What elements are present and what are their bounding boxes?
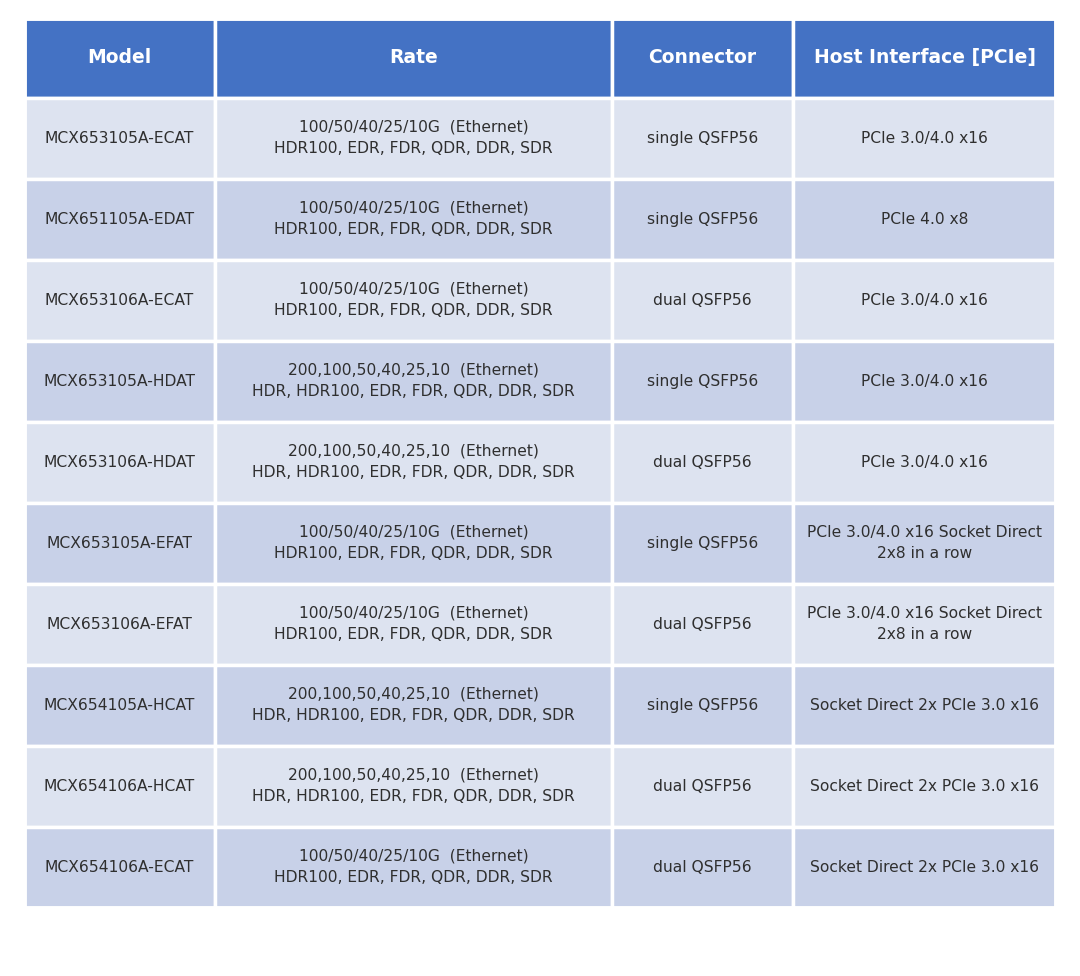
FancyBboxPatch shape <box>793 827 1056 908</box>
FancyBboxPatch shape <box>215 665 612 746</box>
Text: MCX653106A-EFAT: MCX653106A-EFAT <box>46 617 192 631</box>
Text: Connector: Connector <box>649 48 757 67</box>
FancyBboxPatch shape <box>793 98 1056 179</box>
FancyBboxPatch shape <box>215 18 612 98</box>
Text: single QSFP56: single QSFP56 <box>647 212 758 226</box>
Text: single QSFP56: single QSFP56 <box>647 374 758 388</box>
Text: PCIe 3.0/4.0 x16: PCIe 3.0/4.0 x16 <box>861 455 988 469</box>
FancyBboxPatch shape <box>24 665 215 746</box>
FancyBboxPatch shape <box>24 18 215 98</box>
FancyBboxPatch shape <box>612 422 793 503</box>
Text: dual QSFP56: dual QSFP56 <box>653 860 752 874</box>
Text: 100/50/40/25/10G  (Ethernet)
HDR100, EDR, FDR, QDR, DDR, SDR: 100/50/40/25/10G (Ethernet) HDR100, EDR,… <box>274 120 553 156</box>
Text: PCIe 4.0 x8: PCIe 4.0 x8 <box>881 212 969 226</box>
Text: 100/50/40/25/10G  (Ethernet)
HDR100, EDR, FDR, QDR, DDR, SDR: 100/50/40/25/10G (Ethernet) HDR100, EDR,… <box>274 849 553 885</box>
FancyBboxPatch shape <box>612 341 793 422</box>
FancyBboxPatch shape <box>24 503 215 584</box>
Text: MCX653106A-ECAT: MCX653106A-ECAT <box>44 293 194 307</box>
Text: MCX653105A-EFAT: MCX653105A-EFAT <box>46 536 192 550</box>
Text: 200,100,50,40,25,10  (Ethernet)
HDR, HDR100, EDR, FDR, QDR, DDR, SDR: 200,100,50,40,25,10 (Ethernet) HDR, HDR1… <box>252 363 575 399</box>
FancyBboxPatch shape <box>612 98 793 179</box>
Text: Model: Model <box>87 48 151 67</box>
Text: dual QSFP56: dual QSFP56 <box>653 617 752 631</box>
FancyBboxPatch shape <box>215 341 612 422</box>
FancyBboxPatch shape <box>612 503 793 584</box>
Text: MCX651105A-EDAT: MCX651105A-EDAT <box>44 212 194 226</box>
FancyBboxPatch shape <box>215 584 612 665</box>
FancyBboxPatch shape <box>24 260 215 341</box>
Text: 100/50/40/25/10G  (Ethernet)
HDR100, EDR, FDR, QDR, DDR, SDR: 100/50/40/25/10G (Ethernet) HDR100, EDR,… <box>274 606 553 642</box>
FancyBboxPatch shape <box>793 584 1056 665</box>
FancyBboxPatch shape <box>215 179 612 260</box>
Text: 200,100,50,40,25,10  (Ethernet)
HDR, HDR100, EDR, FDR, QDR, DDR, SDR: 200,100,50,40,25,10 (Ethernet) HDR, HDR1… <box>252 444 575 480</box>
Text: dual QSFP56: dual QSFP56 <box>653 779 752 793</box>
FancyBboxPatch shape <box>793 260 1056 341</box>
Text: MCX654106A-ECAT: MCX654106A-ECAT <box>44 860 194 874</box>
Text: 200,100,50,40,25,10  (Ethernet)
HDR, HDR100, EDR, FDR, QDR, DDR, SDR: 200,100,50,40,25,10 (Ethernet) HDR, HDR1… <box>252 687 575 723</box>
Text: PCIe 3.0/4.0 x16: PCIe 3.0/4.0 x16 <box>861 293 988 307</box>
FancyBboxPatch shape <box>24 746 215 827</box>
Text: Socket Direct 2x PCIe 3.0 x16: Socket Direct 2x PCIe 3.0 x16 <box>810 698 1039 712</box>
Text: 200,100,50,40,25,10  (Ethernet)
HDR, HDR100, EDR, FDR, QDR, DDR, SDR: 200,100,50,40,25,10 (Ethernet) HDR, HDR1… <box>252 768 575 804</box>
FancyBboxPatch shape <box>215 260 612 341</box>
Text: Socket Direct 2x PCIe 3.0 x16: Socket Direct 2x PCIe 3.0 x16 <box>810 779 1039 793</box>
FancyBboxPatch shape <box>215 98 612 179</box>
FancyBboxPatch shape <box>793 341 1056 422</box>
Text: dual QSFP56: dual QSFP56 <box>653 455 752 469</box>
Text: single QSFP56: single QSFP56 <box>647 698 758 712</box>
Text: Rate: Rate <box>389 48 437 67</box>
Text: MCX654106A-HCAT: MCX654106A-HCAT <box>43 779 194 793</box>
FancyBboxPatch shape <box>793 503 1056 584</box>
Text: MCX653105A-HDAT: MCX653105A-HDAT <box>43 374 195 388</box>
Text: MCX653106A-HDAT: MCX653106A-HDAT <box>43 455 195 469</box>
Text: 100/50/40/25/10G  (Ethernet)
HDR100, EDR, FDR, QDR, DDR, SDR: 100/50/40/25/10G (Ethernet) HDR100, EDR,… <box>274 201 553 237</box>
FancyBboxPatch shape <box>793 18 1056 98</box>
FancyBboxPatch shape <box>24 98 215 179</box>
Text: 100/50/40/25/10G  (Ethernet)
HDR100, EDR, FDR, QDR, DDR, SDR: 100/50/40/25/10G (Ethernet) HDR100, EDR,… <box>274 282 553 318</box>
FancyBboxPatch shape <box>24 422 215 503</box>
FancyBboxPatch shape <box>24 584 215 665</box>
Text: 100/50/40/25/10G  (Ethernet)
HDR100, EDR, FDR, QDR, DDR, SDR: 100/50/40/25/10G (Ethernet) HDR100, EDR,… <box>274 525 553 561</box>
Text: Socket Direct 2x PCIe 3.0 x16: Socket Direct 2x PCIe 3.0 x16 <box>810 860 1039 874</box>
FancyBboxPatch shape <box>24 827 215 908</box>
Text: PCIe 3.0/4.0 x16: PCIe 3.0/4.0 x16 <box>861 374 988 388</box>
Text: Host Interface [PCIe]: Host Interface [PCIe] <box>813 48 1036 67</box>
Text: MCX654105A-HCAT: MCX654105A-HCAT <box>43 698 195 712</box>
FancyBboxPatch shape <box>612 827 793 908</box>
FancyBboxPatch shape <box>612 179 793 260</box>
Text: PCIe 3.0/4.0 x16 Socket Direct
2x8 in a row: PCIe 3.0/4.0 x16 Socket Direct 2x8 in a … <box>807 525 1042 561</box>
FancyBboxPatch shape <box>612 260 793 341</box>
Text: PCIe 3.0/4.0 x16: PCIe 3.0/4.0 x16 <box>861 131 988 145</box>
FancyBboxPatch shape <box>612 18 793 98</box>
FancyBboxPatch shape <box>793 179 1056 260</box>
Text: PCIe 3.0/4.0 x16 Socket Direct
2x8 in a row: PCIe 3.0/4.0 x16 Socket Direct 2x8 in a … <box>807 606 1042 642</box>
FancyBboxPatch shape <box>215 503 612 584</box>
Text: single QSFP56: single QSFP56 <box>647 536 758 550</box>
FancyBboxPatch shape <box>215 746 612 827</box>
FancyBboxPatch shape <box>24 179 215 260</box>
FancyBboxPatch shape <box>24 341 215 422</box>
FancyBboxPatch shape <box>612 665 793 746</box>
FancyBboxPatch shape <box>215 422 612 503</box>
Text: single QSFP56: single QSFP56 <box>647 131 758 145</box>
FancyBboxPatch shape <box>215 827 612 908</box>
FancyBboxPatch shape <box>793 422 1056 503</box>
FancyBboxPatch shape <box>612 746 793 827</box>
FancyBboxPatch shape <box>793 746 1056 827</box>
Text: MCX653105A-ECAT: MCX653105A-ECAT <box>44 131 194 145</box>
FancyBboxPatch shape <box>793 665 1056 746</box>
Text: dual QSFP56: dual QSFP56 <box>653 293 752 307</box>
FancyBboxPatch shape <box>612 584 793 665</box>
